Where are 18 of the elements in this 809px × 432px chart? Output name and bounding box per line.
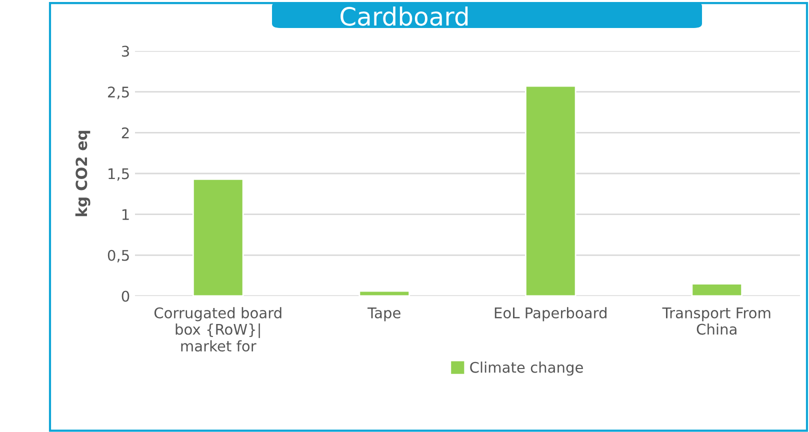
y-tick-label: 2,5 [108, 86, 129, 100]
y-axis-title: kg CO2 eq [75, 130, 90, 216]
x-tick-label: Tape [367, 308, 400, 322]
x-tick-label: Corrugated board box {RoW}| market for [154, 307, 282, 352]
x-tick-label: EoL Paperboard [494, 307, 606, 322]
y-tick-label: 3 [122, 46, 129, 57]
y-tick-label: 0,5 [108, 250, 129, 262]
bar [524, 85, 576, 296]
y-tick-label: 1 [122, 209, 129, 220]
x-tick-label: Transport From China [662, 308, 770, 335]
bar [192, 178, 244, 296]
y-tick-label: 1,5 [108, 168, 129, 181]
bar [358, 290, 410, 296]
legend-label: Climate change [470, 362, 583, 376]
y-tick-label: 0 [122, 290, 130, 302]
chart-title: Cardboard [340, 6, 468, 26]
bar [691, 283, 743, 296]
y-tick-label: 2 [122, 127, 129, 138]
